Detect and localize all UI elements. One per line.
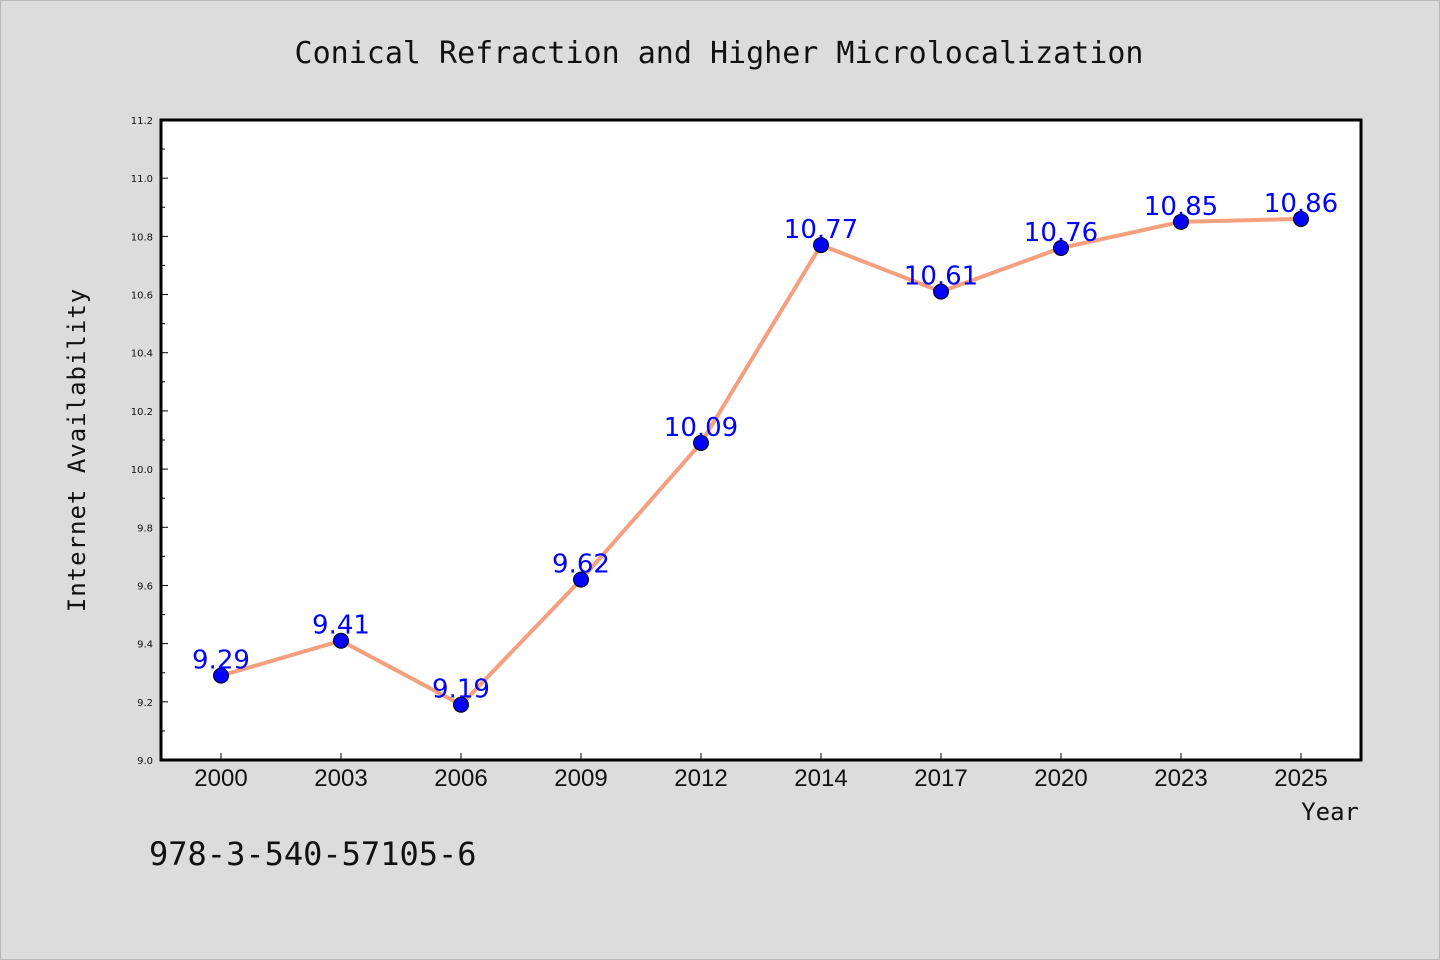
data-point <box>1053 240 1069 256</box>
y-tick-label: 11.2 <box>131 116 153 127</box>
y-tick-label: 9.4 <box>137 640 153 651</box>
data-label: 10.85 <box>1144 192 1218 222</box>
data-label: 9.19 <box>432 675 490 705</box>
y-tick-label: 10.4 <box>131 349 153 360</box>
data-label: 9.62 <box>552 550 610 580</box>
data-point <box>573 571 589 588</box>
data-point <box>1293 210 1309 227</box>
x-tick-label: 2023 <box>1154 765 1207 792</box>
x-axis-label: Year <box>1301 798 1359 826</box>
x-tick-label: 2009 <box>554 765 607 792</box>
y-tick-label: 10.0 <box>131 465 153 476</box>
x-tick-label: 2017 <box>914 765 967 792</box>
data-label: 10.61 <box>904 262 978 292</box>
y-tick-label: 9.8 <box>137 523 153 534</box>
chart-title: Conical Refraction and Higher Microlocal… <box>295 36 1144 71</box>
x-tick-label: 2003 <box>314 765 367 792</box>
y-axis: 9.0 9.2 9.4 9.6 9.8 10.0 10.2 10.4 10.6 10.8 11.0 1… <box>131 116 168 767</box>
y-tick-label: 10.6 <box>131 291 153 302</box>
y-tick-label: 9.2 <box>137 698 153 709</box>
data-point <box>333 632 349 649</box>
x-tick-label: 2025 <box>1274 765 1327 792</box>
y-tick-label: 9.6 <box>137 581 153 592</box>
data-point <box>693 434 709 451</box>
x-tick-label: 2020 <box>1034 765 1087 792</box>
y-tick-label: 10.8 <box>131 232 153 243</box>
data-point <box>213 667 229 684</box>
y-tick-label: 11.0 <box>131 174 153 185</box>
x-tick-label: 2014 <box>794 765 847 792</box>
data-label: 10.86 <box>1264 189 1338 219</box>
isbn-footnote: 978-3-540-57105-6 <box>149 835 477 873</box>
data-label: 10.76 <box>1024 218 1098 248</box>
x-tick-label: 2006 <box>434 765 487 792</box>
data-point <box>1173 213 1189 230</box>
data-label: 10.09 <box>664 413 738 443</box>
x-tick-label: 2000 <box>194 765 247 792</box>
data-point <box>933 283 949 300</box>
series-layer <box>213 210 1309 713</box>
x-axis: 2000 2003 2006 2009 2012 2014 2017 2020 2023 2025 <box>194 753 1328 792</box>
data-label-layer: 9.29 9.41 9.19 9.62 10.09 10.77 10.61 10.76 10.8… <box>192 189 1338 705</box>
data-point <box>813 237 829 254</box>
y-tick-label: 10.2 <box>131 407 153 418</box>
data-point <box>453 696 469 713</box>
data-label: 10.77 <box>784 215 858 245</box>
y-tick-label: 9.0 <box>137 756 153 767</box>
data-label: 9.41 <box>312 611 370 641</box>
y-axis-label: Internet Availability <box>63 288 91 612</box>
data-label: 9.29 <box>192 646 250 676</box>
series-line <box>220 216 1302 707</box>
x-tick-label: 2012 <box>674 765 727 792</box>
